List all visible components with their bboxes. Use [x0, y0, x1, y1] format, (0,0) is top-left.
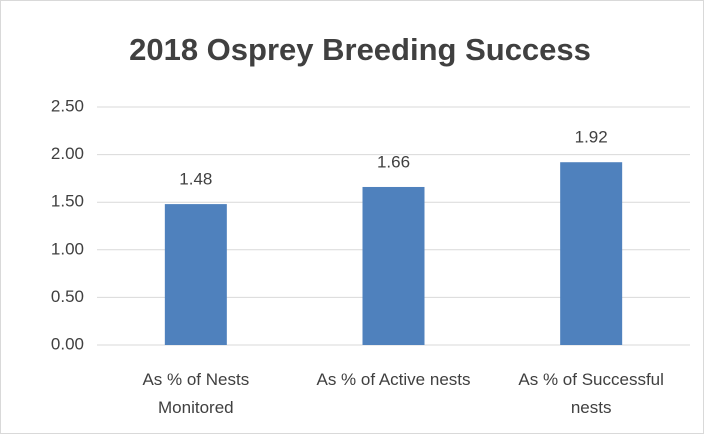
data-label: 1.66	[377, 152, 410, 171]
bar	[362, 186, 425, 345]
bar	[164, 204, 227, 345]
bar	[560, 162, 623, 345]
x-tick-label: As % of Successful nests	[518, 370, 664, 417]
x-tick-label: As % of Active nests	[316, 370, 471, 389]
y-tick-label: 2.50	[51, 96, 84, 115]
y-tick-label: 0.50	[51, 287, 84, 306]
chart-title: 2018 Osprey Breeding Success	[129, 32, 591, 67]
x-tick-label: As % of Nests Monitored	[142, 370, 250, 417]
y-tick-label: 1.50	[51, 192, 84, 211]
data-label: 1.92	[575, 128, 608, 147]
y-tick-label: 0.00	[51, 334, 84, 353]
y-tick-label: 2.00	[51, 144, 84, 163]
y-tick-label: 1.00	[51, 239, 84, 258]
data-label: 1.48	[179, 170, 212, 189]
